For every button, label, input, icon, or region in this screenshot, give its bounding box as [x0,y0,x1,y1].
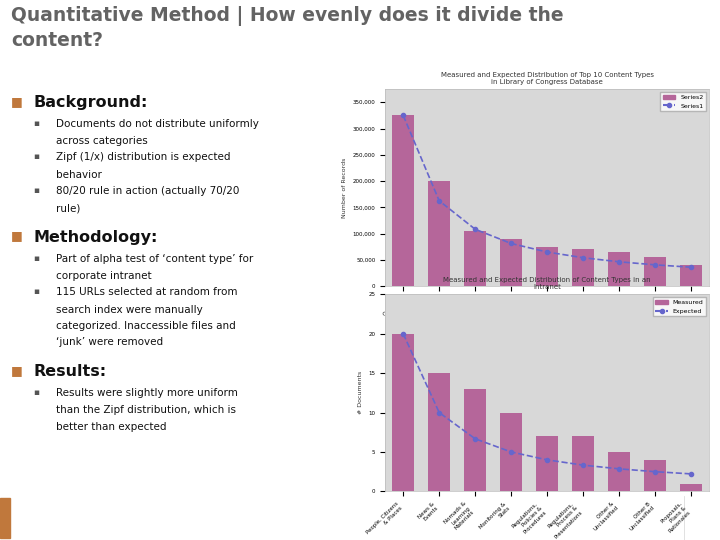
Bar [608,252,630,286]
Text: 80/20 rule in action (actually 70/20: 80/20 rule in action (actually 70/20 [56,186,239,196]
Series1 [471,226,480,233]
Bar [0,498,10,538]
Y-axis label: Number of Records: Number of Records [342,158,347,218]
Text: ▪: ▪ [33,388,40,397]
Text: Quantitative Method | How evenly does it divide the
content?: Quantitative Method | How evenly does it… [11,6,563,50]
Text: ▪: ▪ [33,287,40,296]
Series1 [579,254,588,261]
Bar [428,181,450,286]
Text: ‘junk’ were removed: ‘junk’ were removed [56,337,163,347]
Text: Taxonomy Strategies LLC   The business of organized information: Taxonomy Strategies LLC The business of … [16,516,291,524]
Series1 [507,240,516,247]
Title: Measured and Expected Distribution of Top 10 Content Types
in Library of Congres: Measured and Expected Distribution of To… [441,71,654,85]
Series1 [435,198,444,204]
Series1 [651,261,660,268]
Text: 115 URLs selected at random from: 115 URLs selected at random from [56,287,238,298]
Text: Methodology:: Methodology: [33,230,158,245]
Text: Documents do not distribute uniformly: Documents do not distribute uniformly [56,119,258,129]
Bar [464,231,486,286]
Text: search index were manually: search index were manually [56,305,202,314]
Text: Zipf (1/x) distribution is expected: Zipf (1/x) distribution is expected [56,152,230,163]
Series1 [399,112,408,119]
Text: across categories: across categories [56,136,148,146]
Text: Background:: Background: [33,94,148,110]
Text: ▪: ▪ [33,186,40,195]
Bar [464,389,486,491]
Text: Results:: Results: [33,363,107,379]
Bar [536,436,558,491]
Text: ▪: ▪ [33,152,40,161]
Bar [500,239,522,286]
Y-axis label: # Documents: # Documents [358,371,363,415]
Legend: Measured, Expected: Measured, Expected [653,298,706,316]
Text: 53: 53 [693,516,704,524]
Text: ▪: ▪ [33,119,40,128]
Bar [572,436,594,491]
X-axis label: Top 10 Content Types: Top 10 Content Types [510,340,585,346]
Text: ■: ■ [11,363,23,376]
Text: corporate intranet: corporate intranet [56,271,151,281]
Bar [536,247,558,286]
Text: ■: ■ [11,94,23,107]
Bar [680,483,702,491]
Text: ■: ■ [11,230,23,242]
Legend: Series2, Series1: Series2, Series1 [660,92,706,111]
Text: behavior: behavior [56,170,102,180]
Text: ▪: ▪ [33,254,40,263]
Text: Results were slightly more uniform: Results were slightly more uniform [56,388,238,398]
Text: Part of alpha test of ‘content type’ for: Part of alpha test of ‘content type’ for [56,254,253,264]
Bar [644,257,666,286]
Series1 [687,264,696,271]
Bar [644,460,666,491]
Bar [608,452,630,491]
Bar [500,413,522,491]
Text: categorized. Inaccessible files and: categorized. Inaccessible files and [56,321,235,331]
Bar [392,116,414,286]
Text: than the Zipf distribution, which is: than the Zipf distribution, which is [56,405,236,415]
Series1 [543,249,552,255]
Text: better than expected: better than expected [56,422,166,431]
Series1 [615,259,624,265]
Text: rule): rule) [56,203,80,213]
Bar [572,249,594,286]
Title: Measured and Expected Distribution of Content Types in an
Intranet: Measured and Expected Distribution of Co… [444,276,651,290]
Bar [392,334,414,491]
Bar [428,373,450,491]
Bar [680,265,702,286]
Line: Series1: Series1 [401,113,693,269]
